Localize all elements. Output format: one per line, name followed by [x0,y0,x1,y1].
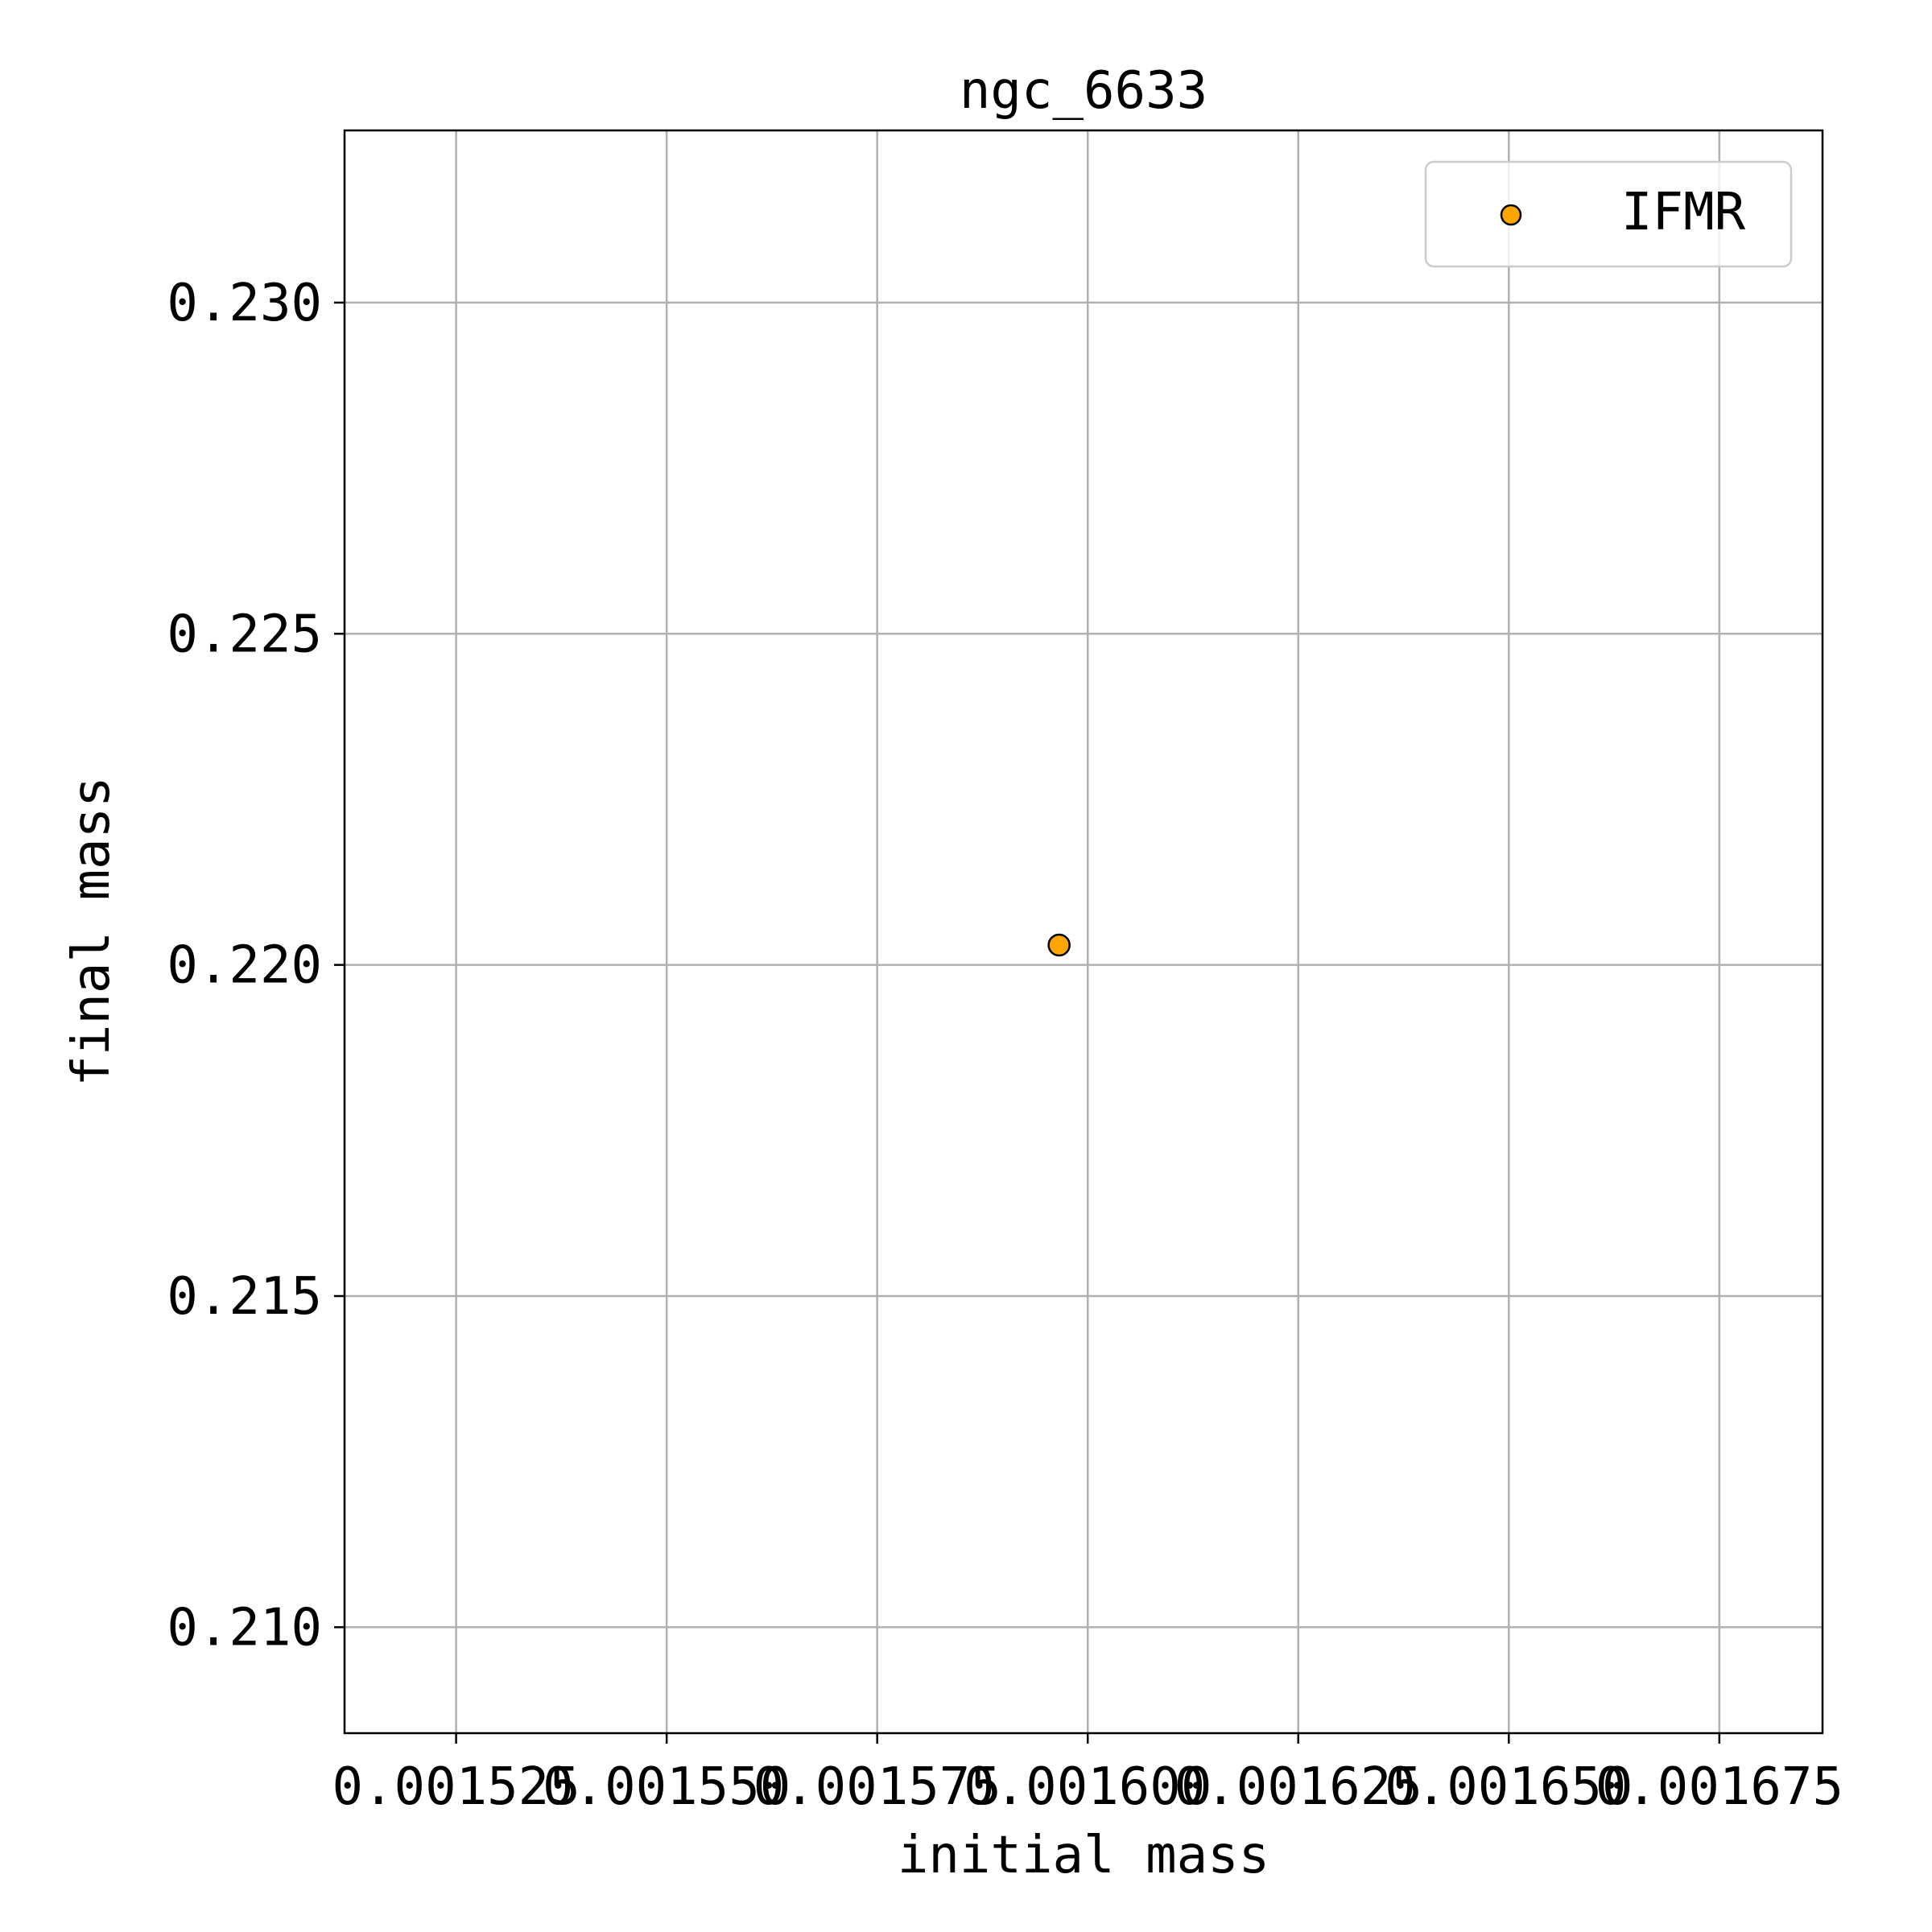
x-tick-label: 0.001525 [332,1757,580,1817]
legend-box [1424,160,1793,268]
x-axis-label: initial mass [898,1826,1269,1885]
y-axis-label: final mass [62,776,122,1086]
legend: IFMR [1424,160,1793,268]
y-tick-label: 0.210 [167,1598,322,1657]
y-tick-label: 0.215 [167,1267,322,1327]
legend-marker-ifmr [1500,204,1522,226]
y-tick-label: 0.220 [167,936,322,996]
chart-title: ngc_6633 [960,61,1208,121]
plot-frame [343,129,1824,1735]
x-tick-label: 0.001550 [543,1757,791,1817]
x-tick-label: 0.001650 [1385,1757,1633,1817]
x-tick-label: 0.001575 [753,1757,1001,1817]
grid [345,130,1823,1733]
x-axis-ticks: 0.0015250.0015500.0015750.0016000.001625… [332,1733,1843,1817]
x-tick-label: 0.001600 [964,1757,1212,1817]
x-tick-label: 0.001675 [1596,1757,1843,1817]
y-tick-label: 0.225 [167,605,322,664]
x-tick-label: 0.001625 [1174,1757,1422,1817]
legend-label-ifmr: IFMR [1621,183,1746,242]
y-axis-ticks: 0.210 0.215 0.220 0.225 0.230 [167,274,345,1657]
y-tick-label: 0.230 [167,274,322,333]
data-points [1047,933,1071,957]
data-point [1047,933,1071,957]
